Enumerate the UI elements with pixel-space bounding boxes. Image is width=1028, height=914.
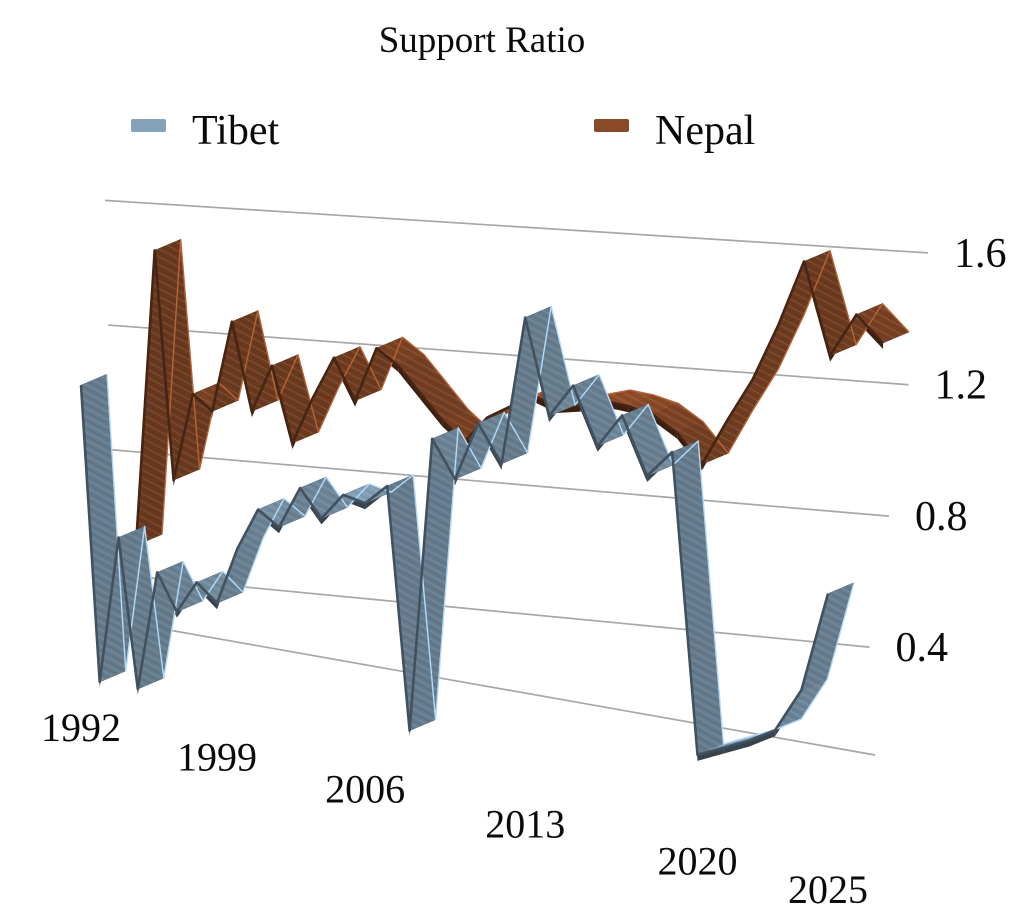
ribbon-side-face — [697, 747, 724, 761]
ribbon-grain-texture — [752, 314, 805, 380]
x-axis-labels: 1992 1999 2006 2013 2020 2025 — [41, 705, 868, 912]
legend-label-nepal: Nepal — [655, 108, 755, 154]
ribbon-grain-texture — [420, 382, 469, 421]
ribbon-grain-texture — [409, 427, 459, 731]
ribbon-grain-texture — [727, 368, 779, 421]
y-axis-label-0.8: 0.8 — [915, 494, 968, 540]
ribbon-grain-texture — [804, 250, 857, 356]
gridline-floor — [117, 620, 876, 756]
ribbon-grain-texture — [217, 537, 264, 604]
legend-label-tibet: Tibet — [192, 108, 279, 154]
y-axis-labels: 1.6 1.2 0.8 0.4 — [896, 231, 1007, 671]
x-axis-label-1992: 1992 — [41, 705, 121, 750]
series-tibet-ribbon — [79, 305, 855, 761]
x-axis-label-2025: 2025 — [788, 867, 868, 912]
x-axis-label-1999: 1999 — [177, 734, 257, 779]
ribbon-grain-texture — [775, 679, 828, 731]
x-axis-label-2020: 2020 — [658, 839, 738, 884]
ribbon-front-edge — [134, 249, 884, 546]
ribbon-side-face — [749, 730, 776, 747]
x-axis-label-2006: 2006 — [325, 767, 405, 812]
ribbon-grain-texture — [702, 409, 754, 465]
ribbon-grain-texture — [652, 403, 704, 433]
ribbon-grain-texture — [856, 303, 909, 343]
y-axis-label-1.2: 1.2 — [935, 363, 988, 409]
ribbon-grain-texture — [672, 441, 724, 755]
legend-swatch-tibet — [131, 119, 166, 132]
ribbon-grain-texture — [622, 404, 674, 476]
ribbon-front-edge — [79, 316, 830, 757]
ribbon-back-edge — [106, 305, 855, 745]
y-axis-label-1.6: 1.6 — [954, 231, 1007, 277]
legend: Tibet Nepal — [131, 108, 755, 154]
y-axis-label-0.4: 0.4 — [896, 625, 949, 671]
gridline-1.6 — [104, 199, 929, 254]
series-nepal-ribbon — [134, 238, 910, 552]
x-axis-label-2013: 2013 — [485, 801, 565, 846]
ribbon-grain-texture — [801, 582, 854, 691]
chart-title: Support Ratio — [379, 20, 586, 61]
ribbon-grain-texture — [604, 390, 655, 407]
ribbon-grain-texture — [398, 354, 447, 393]
ribbon-grain-texture — [376, 337, 425, 366]
ribbon-grain-texture — [292, 386, 340, 444]
ribbon-grain-texture — [525, 306, 576, 417]
ribbon-side-face — [723, 740, 749, 754]
legend-swatch-nepal — [594, 119, 629, 132]
gridline-0.8 — [111, 448, 890, 518]
